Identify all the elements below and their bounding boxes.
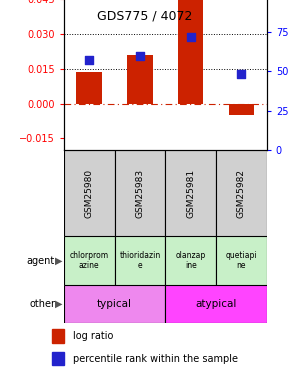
Text: percentile rank within the sample: percentile rank within the sample	[73, 354, 238, 363]
Text: other: other	[29, 299, 55, 309]
Point	[137, 53, 142, 58]
Text: quetiapi
ne: quetiapi ne	[226, 251, 257, 270]
Text: ▶: ▶	[55, 299, 62, 309]
Bar	[216, 236, 267, 285]
Bar	[52, 352, 64, 365]
Text: log ratio: log ratio	[73, 331, 113, 341]
Point	[239, 71, 244, 77]
Point	[188, 34, 193, 40]
Text: chlorprom
azine: chlorprom azine	[70, 251, 109, 270]
Text: atypical: atypical	[195, 299, 237, 309]
Point	[87, 57, 91, 63]
Bar	[115, 236, 165, 285]
Text: typical: typical	[97, 299, 132, 309]
Text: thioridazin
e: thioridazin e	[119, 251, 161, 270]
Bar	[127, 55, 153, 104]
Bar	[216, 150, 267, 236]
Bar	[64, 236, 115, 285]
Bar	[229, 104, 254, 115]
Bar	[165, 285, 267, 322]
Text: GSM25982: GSM25982	[237, 169, 246, 217]
Bar	[165, 236, 216, 285]
Bar	[178, 0, 203, 104]
Text: GDS775 / 4072: GDS775 / 4072	[97, 9, 193, 22]
Text: agent: agent	[27, 256, 55, 266]
Text: GSM25980: GSM25980	[85, 169, 94, 217]
Bar	[77, 72, 102, 104]
Bar	[64, 150, 115, 236]
Bar	[115, 150, 165, 236]
Text: olanzap
ine: olanzap ine	[175, 251, 206, 270]
Text: GSM25983: GSM25983	[135, 169, 144, 217]
Text: ▶: ▶	[55, 256, 62, 266]
Text: GSM25981: GSM25981	[186, 169, 195, 217]
Bar	[64, 285, 165, 322]
Bar	[165, 150, 216, 236]
Bar	[52, 329, 64, 343]
